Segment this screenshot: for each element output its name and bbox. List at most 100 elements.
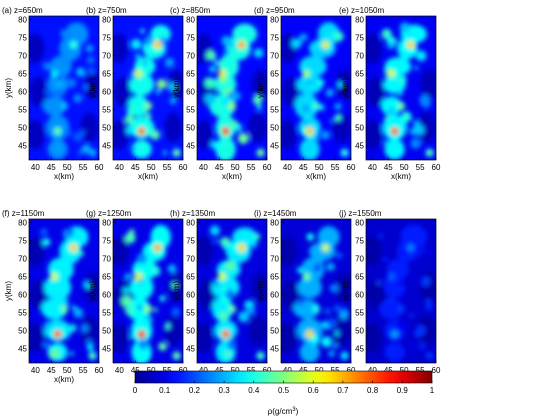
density-blob xyxy=(397,279,405,287)
x-axis-label: x(km) xyxy=(306,172,326,181)
density-blob xyxy=(333,304,341,312)
y-tick-label: 60 xyxy=(186,291,195,300)
y-axis-label: y(km) xyxy=(88,281,97,301)
panel-frame xyxy=(365,218,437,364)
density-blob xyxy=(413,65,419,71)
density-blob xyxy=(376,279,382,286)
y-axis-label: y(km) xyxy=(172,281,181,301)
anomaly-band xyxy=(299,341,320,363)
panel-frame xyxy=(280,15,352,161)
low-density-zone xyxy=(281,119,297,150)
low-density-zone xyxy=(113,76,132,107)
density-blob xyxy=(146,315,152,321)
y-tick-label: 60 xyxy=(355,291,364,300)
density-peak-core xyxy=(392,129,397,134)
y-axis-label: y(km) xyxy=(4,78,13,98)
density-blob xyxy=(326,31,333,39)
x-tick-label: 60 xyxy=(432,366,441,375)
density-blob xyxy=(421,276,431,287)
density-blob xyxy=(320,130,331,140)
y-tick-label: 45 xyxy=(355,345,364,354)
density-blob xyxy=(73,307,84,318)
density-peak-core xyxy=(139,332,144,337)
density-blob xyxy=(76,67,85,77)
density-peak-core xyxy=(389,71,394,76)
y-tick-label: 55 xyxy=(18,106,27,115)
density-blob xyxy=(140,28,145,34)
y-tick-label: 75 xyxy=(186,237,195,246)
panel-0: 40 45 50 55 60 45 50 55 60 65 70 75 80 x(km) y(km) (a) … xyxy=(2,6,104,181)
anomaly-band xyxy=(131,139,152,159)
colorbar: 0 0.1 0.2 0.3 0.4 0.5 0.6 0.7 0.8 0.9 1 ρ(g/cm3) xyxy=(133,370,435,416)
y-axis-label: y(km) xyxy=(4,281,13,301)
x-tick-label: 60 xyxy=(263,163,272,172)
x-tick-label: 50 xyxy=(63,366,72,375)
density-blob xyxy=(158,342,167,351)
x-tick-label: 50 xyxy=(400,366,409,375)
y-tick-label: 65 xyxy=(355,70,364,79)
low-density-zone xyxy=(251,272,267,303)
density-blob xyxy=(252,95,263,105)
y-tick-label: 80 xyxy=(18,219,27,228)
y-tick-label: 60 xyxy=(270,88,279,97)
density-blob xyxy=(220,286,227,292)
y-tick-label: 65 xyxy=(270,70,279,79)
panel-7: 40455055604550556065707580x(km)y(km)(h) … xyxy=(170,209,272,384)
density-blob xyxy=(335,252,343,259)
density-peak-core xyxy=(61,103,67,109)
density-peak-core xyxy=(229,103,235,109)
low-density-zone xyxy=(281,236,297,267)
density-peak-core xyxy=(139,129,144,134)
density-peak-core xyxy=(61,306,67,312)
y-tick-label: 70 xyxy=(270,52,279,61)
y-tick-label: 50 xyxy=(102,124,111,133)
density-peak-core xyxy=(398,103,404,109)
density-blob xyxy=(209,65,217,73)
anomaly-band xyxy=(150,224,171,250)
panel-title: (g) z=1250m xyxy=(86,209,131,218)
panel-title: (f) z=1150m xyxy=(2,209,45,218)
anomaly-band xyxy=(384,138,405,160)
low-density-zone xyxy=(29,279,48,310)
y-tick-label: 55 xyxy=(102,309,111,318)
panel-frame xyxy=(365,15,437,161)
density-blob xyxy=(306,79,313,85)
density-blob xyxy=(68,325,74,330)
density-blob xyxy=(129,228,135,235)
y-tick-label: 70 xyxy=(18,255,27,264)
density-peak-core xyxy=(392,332,397,337)
anomaly-band xyxy=(299,137,320,160)
density-blob xyxy=(296,267,303,274)
low-density-zone xyxy=(164,315,183,346)
y-tick-label: 50 xyxy=(355,327,364,336)
y-tick-label: 75 xyxy=(355,34,364,43)
density-peak-core xyxy=(223,129,228,134)
y-tick-label: 60 xyxy=(186,88,195,97)
density-peak-core xyxy=(223,332,228,337)
y-tick-label: 55 xyxy=(355,106,364,115)
panel-title: (i) z=1450m xyxy=(254,209,297,218)
density-blob xyxy=(230,120,238,128)
density-blob xyxy=(124,272,133,281)
x-tick-label: 40 xyxy=(283,366,292,375)
density-blob xyxy=(67,228,75,236)
density-blob xyxy=(138,338,150,350)
density-field xyxy=(113,224,183,363)
x-tick-label: 55 xyxy=(163,366,172,375)
density-blob xyxy=(383,140,389,146)
density-field xyxy=(197,23,267,160)
x-tick-label: 40 xyxy=(115,366,124,375)
x-tick-label: 45 xyxy=(47,163,56,172)
low-density-zone xyxy=(366,279,385,310)
low-density-zone xyxy=(281,76,300,107)
density-blob xyxy=(397,75,407,85)
panel-2: 40 45 50 55 60 45 50 55 60 65 70 75 80 x(km) y(km) (c) … xyxy=(170,6,272,181)
density-blob xyxy=(424,247,432,255)
y-tick-label: 80 xyxy=(102,16,111,25)
density-blob xyxy=(425,303,433,311)
density-blob xyxy=(44,88,53,96)
panel-6: 40455055604550556065707580x(km)y(km)(g) … xyxy=(86,209,188,384)
colorbar-ticks: 0 0.1 0.2 0.3 0.4 0.5 0.6 0.7 0.8 0.9 1 xyxy=(133,380,435,395)
y-tick-label: 50 xyxy=(186,124,195,133)
y-tick-label: 50 xyxy=(18,124,27,133)
